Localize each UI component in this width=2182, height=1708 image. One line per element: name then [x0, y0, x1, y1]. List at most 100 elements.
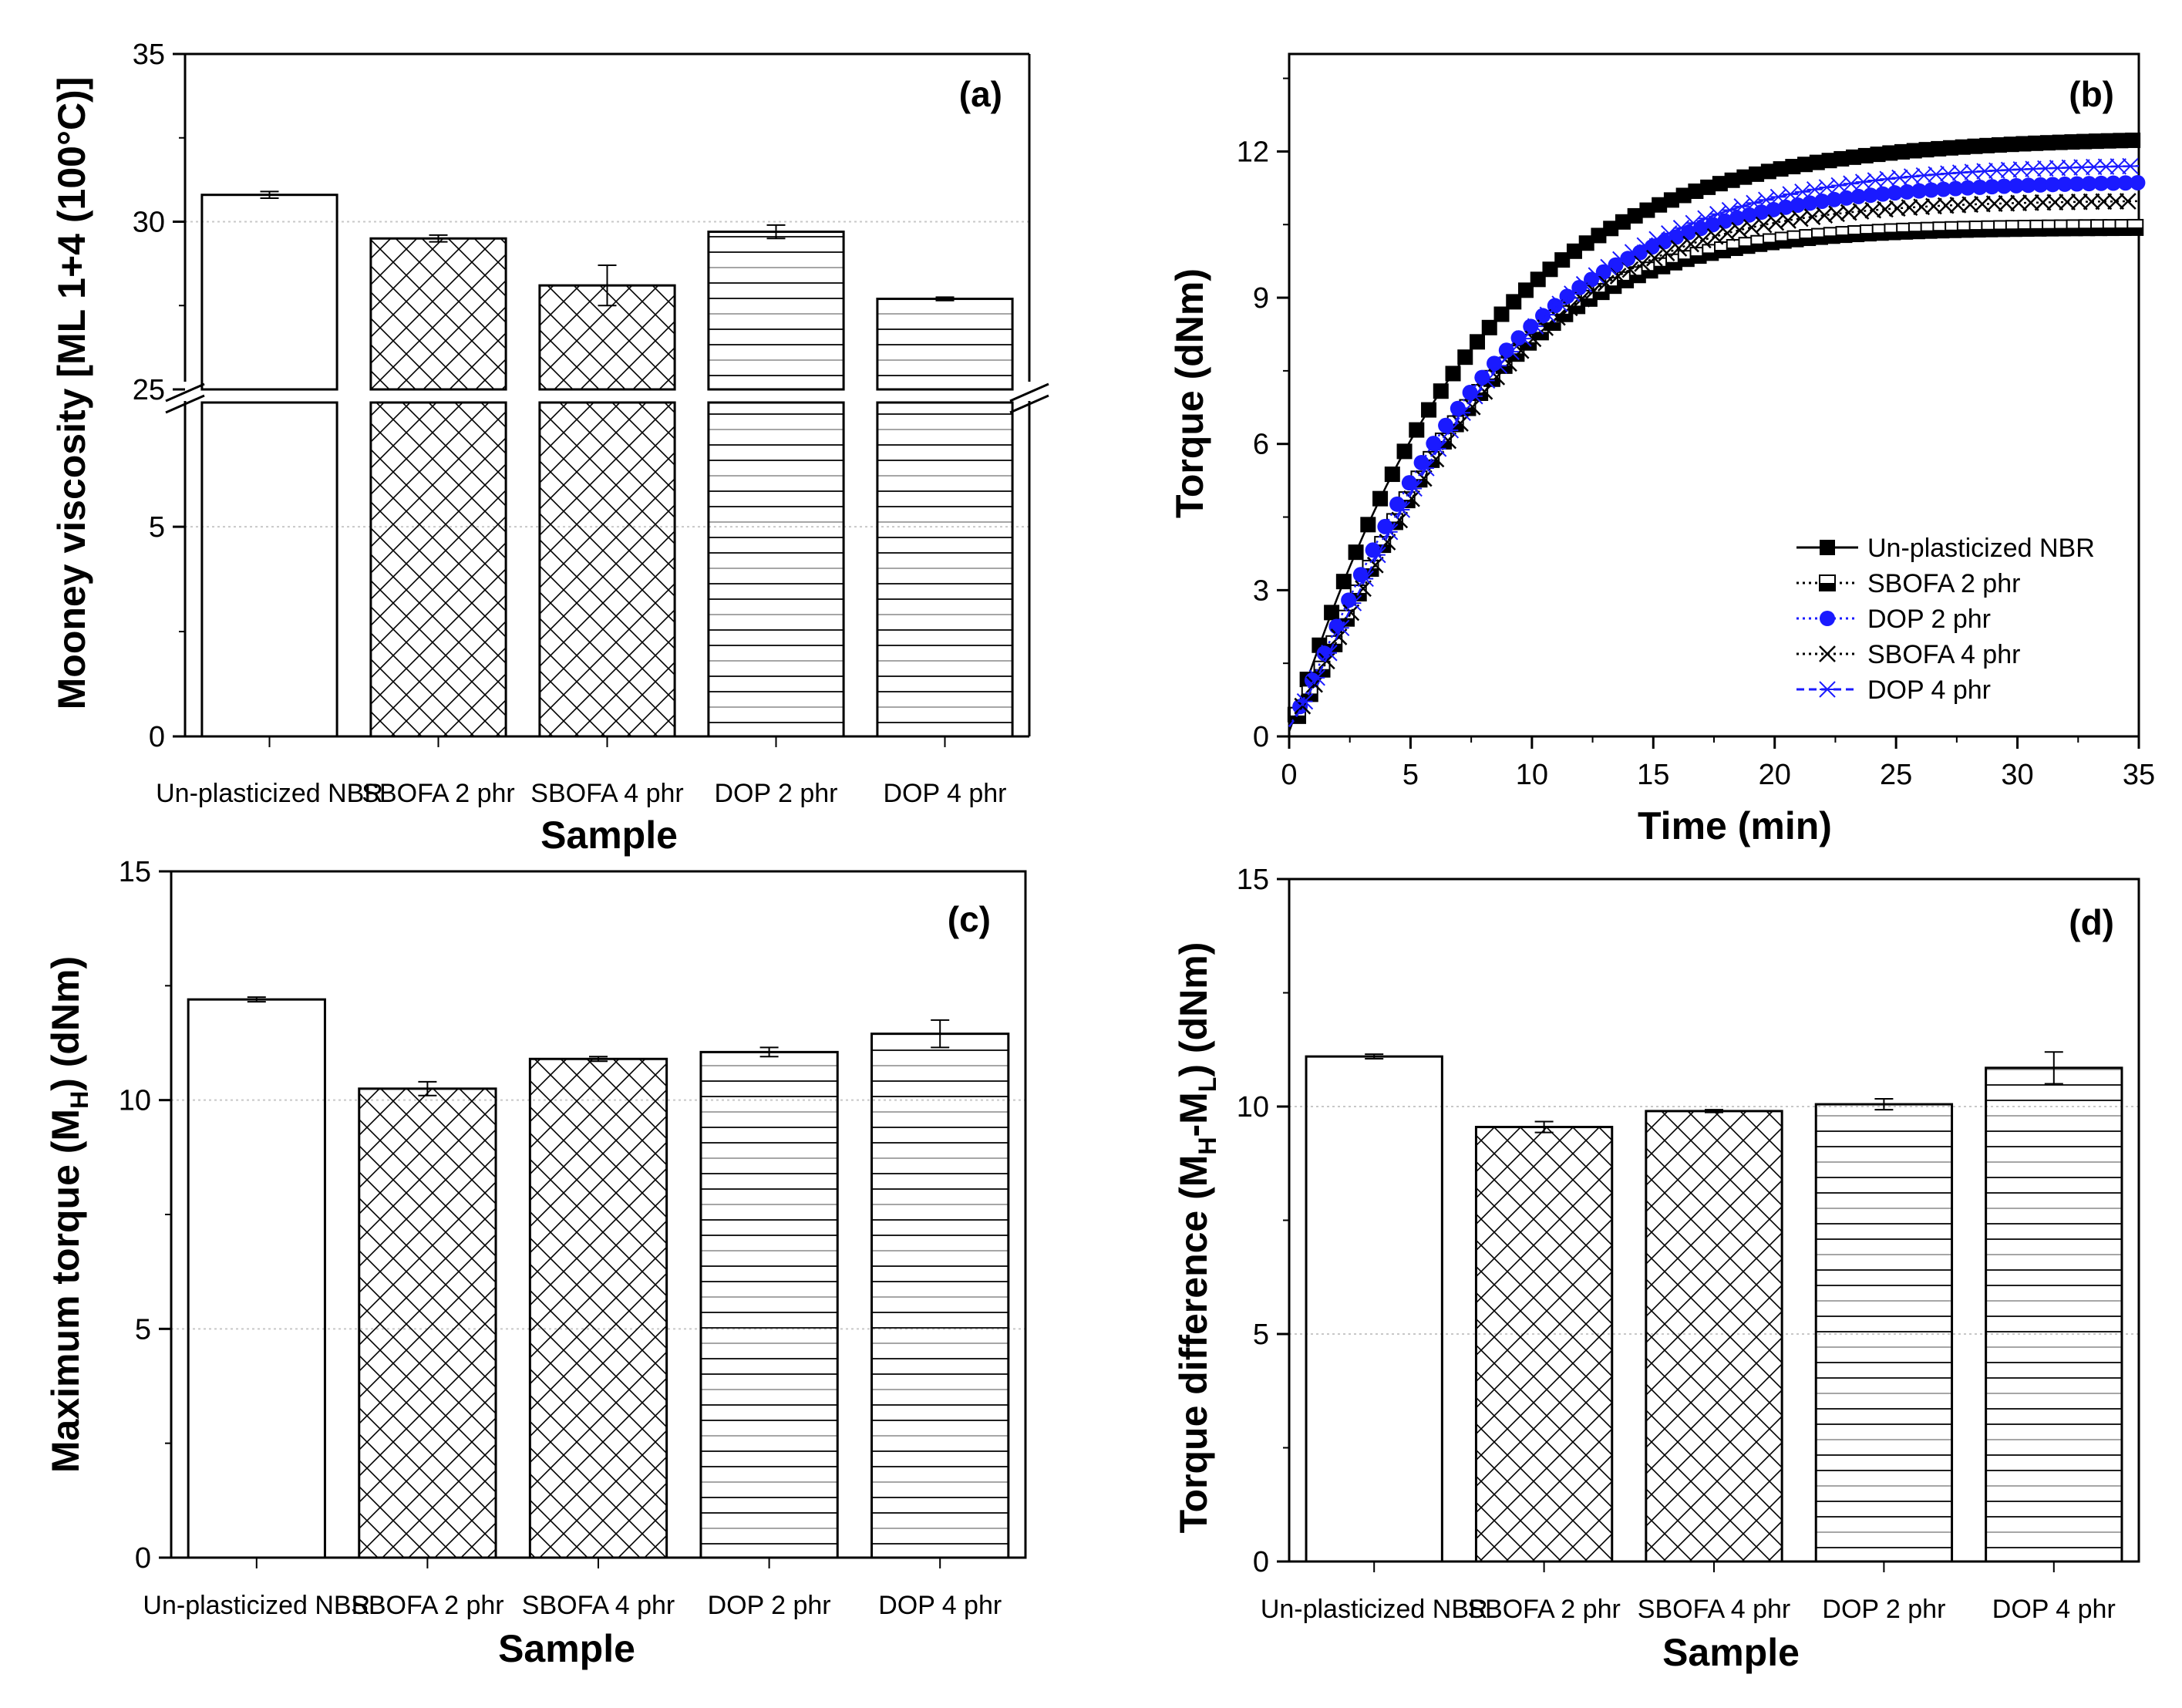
b-data-point-fill [1872, 232, 1888, 241]
b-legend-label: DOP 2 phr [1867, 605, 1991, 634]
b-data-point [1321, 645, 1338, 662]
b-data-point [1770, 188, 1787, 206]
c-category-label: SBOFA 4 phr [522, 1591, 675, 1620]
a-axis-break-right [1009, 382, 1049, 414]
a-category-label: SBOFA 2 phr [362, 779, 514, 808]
b-data-point [1777, 199, 1793, 215]
b-data-point [1403, 490, 1420, 507]
a-y-tick-label: 25 [133, 374, 165, 406]
b-data-point-fill [2042, 227, 2059, 236]
b-data-point [1442, 422, 1460, 439]
b-data-point [2126, 218, 2144, 236]
b-data-point [1639, 202, 1655, 218]
b-data-point [1561, 299, 1578, 317]
b-data-point [1753, 204, 1770, 221]
b-data-point [1782, 186, 1799, 203]
a-bar-hatch [370, 403, 507, 736]
b-data-point [1972, 179, 1988, 195]
a-bar-lines [708, 236, 844, 376]
c-category-label: Un-plasticized NBR [143, 1591, 370, 1620]
a-bar-hatch [539, 403, 675, 736]
d-y-tick-label: 10 [1237, 1091, 1269, 1124]
a-category-label: SBOFA 4 phr [530, 779, 683, 808]
b-data-point [1736, 169, 1753, 185]
b-data-point-fill [1629, 275, 1645, 283]
b-data-point [2046, 194, 2064, 211]
b-x-tick-label: 25 [1880, 759, 1912, 791]
b-data-point [1923, 182, 1939, 198]
b-data-point [1724, 172, 1740, 188]
b-data-point [1974, 195, 1991, 213]
b-data-point-fill [1581, 298, 1597, 306]
c-y-tick-label: 5 [135, 1313, 151, 1346]
b-data-point [1603, 221, 1619, 237]
b-data-point [1706, 227, 1724, 245]
b-data-point-fill [1557, 313, 1573, 322]
b-x-tick-label: 30 [2001, 759, 2033, 791]
b-data-point-fill [2103, 227, 2119, 236]
b-data-point [1457, 349, 1473, 366]
b-legend-label: Un-plasticized NBR [1867, 534, 2095, 563]
b-data-point-fill [1350, 592, 1366, 601]
b-data-point [1757, 191, 1775, 208]
b-data-point [1797, 157, 1813, 173]
b-data-point [1345, 595, 1362, 611]
b-data-point [2064, 134, 2080, 150]
b-data-point [1615, 214, 1631, 230]
b-data-point [1979, 137, 1995, 153]
b-data-point [1578, 235, 1594, 251]
a-axis-break-left [165, 382, 205, 414]
b-x-tick-label: 10 [1516, 759, 1548, 791]
b-data-point [1429, 440, 1447, 457]
a-bar-0 [200, 401, 338, 738]
b-data-point [1466, 388, 1483, 405]
b-data-point [2052, 134, 2068, 150]
b-data-point [1445, 366, 1461, 382]
a-bar-lines [877, 413, 1013, 723]
b-data-point-fill [1751, 243, 1767, 251]
a-category-label: DOP 4 phr [883, 779, 1006, 808]
b-data-point [1517, 282, 1534, 298]
b-data-point [1697, 210, 1714, 227]
b-data-point [1874, 186, 1891, 202]
b-legend-label: DOP 4 phr [1867, 675, 1991, 705]
b-legend-marker [1819, 681, 1836, 698]
c-bar-0 [187, 998, 326, 1559]
b-data-point [1773, 161, 1789, 177]
c-bars [187, 996, 1010, 1559]
b-data-point [2028, 135, 2044, 151]
b-data-point-fill [1800, 238, 1816, 246]
b-y-tick-label: 0 [1253, 721, 1269, 753]
b-data-point [1814, 193, 1830, 209]
a-y-tick-label: 5 [149, 511, 165, 544]
b-data-point [1658, 244, 1675, 261]
a-bar-3 [707, 231, 845, 391]
b-data-point [1960, 180, 1976, 196]
b-data-point [1882, 145, 1898, 161]
b-data-point [1418, 460, 1435, 477]
d-category-label: Un-plasticized NBR [1261, 1595, 1488, 1624]
c-bar-lines [871, 1049, 1009, 1545]
b-data-point-fill [2030, 227, 2046, 236]
b-data-point-fill [1544, 322, 1561, 331]
b-data-point [1564, 285, 1581, 302]
c-y-tick-label: 0 [135, 1542, 151, 1575]
b-legend-label: SBOFA 2 phr [1867, 569, 2020, 598]
a-bar-lines [877, 313, 1013, 376]
b-legend-marker [1819, 574, 1836, 591]
b-data-point [1899, 184, 1915, 200]
b-data-point-fill [2005, 228, 2022, 237]
b-data-point [1760, 163, 1776, 180]
b-data-point [1575, 275, 1593, 293]
b-data-point-fill [1848, 234, 1864, 242]
b-data-point-fill [2127, 227, 2143, 235]
b-data-point [1741, 207, 1757, 223]
b-data-point-fill [1836, 234, 1852, 243]
b-data-point [1470, 334, 1486, 350]
b-data-point-fill [1763, 241, 1779, 250]
b-x-tick-label: 5 [1402, 759, 1419, 791]
b-data-point [1566, 243, 1582, 259]
b-legend: Un-plasticized NBR SBOFA 2 phr DOP 2 phr SB… [1796, 534, 2095, 705]
b-x-tick-label: 35 [2123, 759, 2155, 791]
